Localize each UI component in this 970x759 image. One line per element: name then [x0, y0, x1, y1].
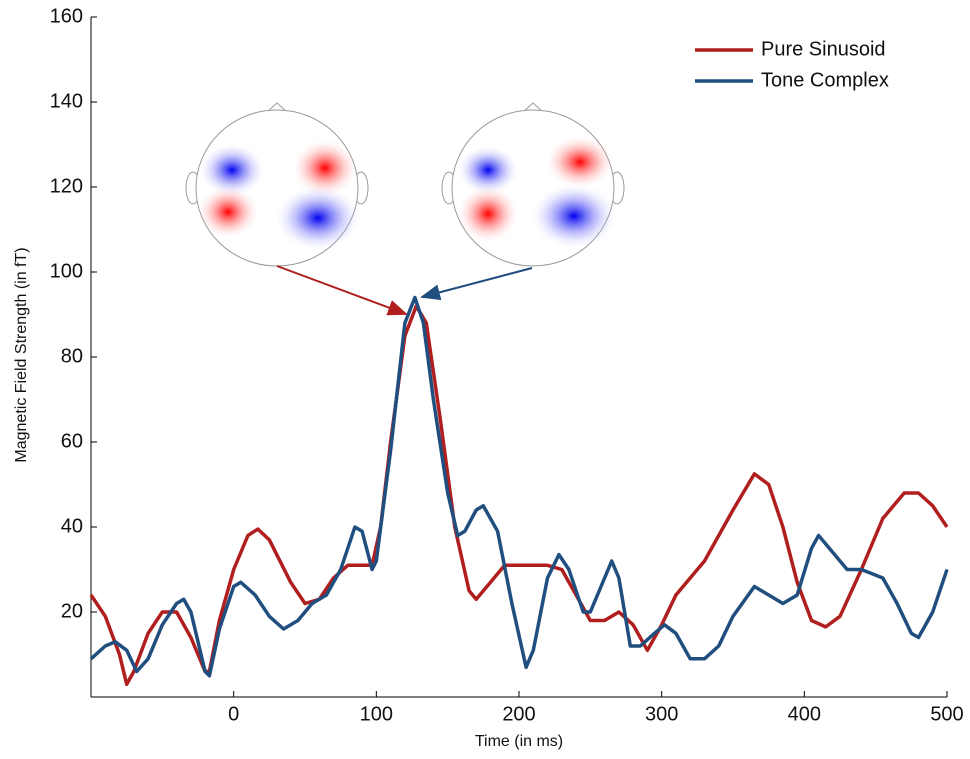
y-tick-label: 100 — [50, 260, 83, 282]
y-tick-label: 140 — [50, 90, 83, 112]
x-tick-label: 400 — [788, 703, 821, 725]
x-axis-label: Time (in ms) — [475, 733, 563, 750]
y-tick-label: 40 — [61, 515, 83, 537]
x-tick-label: 500 — [930, 703, 963, 725]
y-tick-label: 120 — [50, 175, 83, 197]
topomap-left — [185, 102, 369, 267]
legend-label: Pure Sinusoid — [761, 38, 886, 60]
x-tick-label: 100 — [360, 703, 393, 725]
arrow — [420, 267, 533, 301]
y-axis-label: Magnetic Field Strength (in fT) — [13, 247, 30, 462]
data-line — [89, 295, 949, 678]
y-tick-label: 160 — [50, 5, 83, 27]
x-tick-label: 300 — [645, 703, 678, 725]
x-tick-label: 0 — [228, 703, 239, 725]
topomap-right — [441, 102, 625, 267]
x-tick-label: 200 — [502, 703, 535, 725]
y-tick-label: 80 — [61, 345, 83, 367]
y-tick-label: 60 — [61, 430, 83, 452]
arrow — [276, 265, 408, 316]
y-tick-label: 20 — [61, 600, 83, 622]
legend-label: Tone Complex — [761, 69, 889, 91]
